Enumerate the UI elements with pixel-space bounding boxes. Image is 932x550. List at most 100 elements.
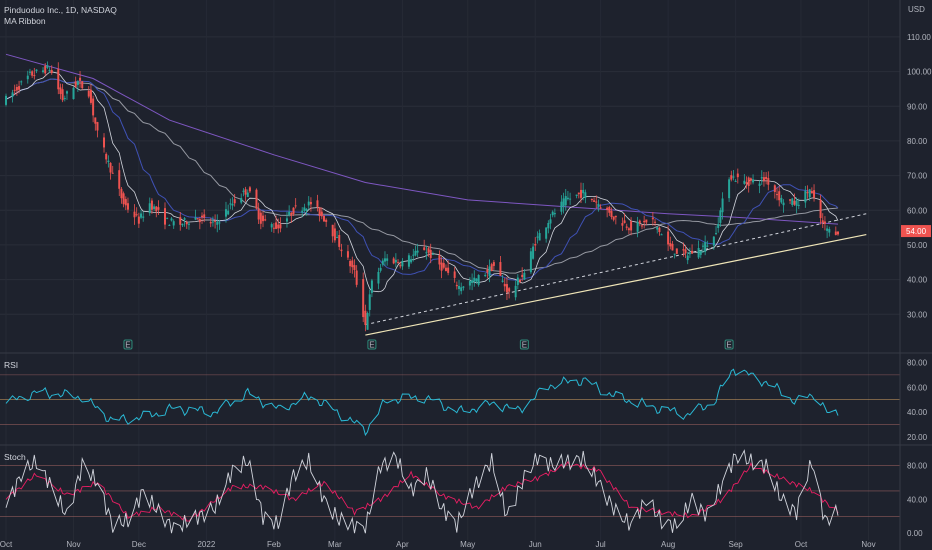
candle-body xyxy=(819,200,822,219)
candle-body xyxy=(285,218,288,222)
candle-body xyxy=(669,243,672,247)
candle-body xyxy=(172,221,175,226)
candle-body xyxy=(575,194,578,197)
rsi-title[interactable]: RSI xyxy=(4,360,18,370)
candle-body xyxy=(778,191,781,201)
candle-body xyxy=(471,280,474,283)
time-tick-label: Jun xyxy=(529,540,542,549)
candle-body xyxy=(749,178,752,181)
candle-body xyxy=(499,262,502,276)
earnings-marker-label: E xyxy=(522,341,527,350)
candle-body xyxy=(240,198,243,203)
candle-body xyxy=(364,310,367,325)
candle-body xyxy=(758,183,761,186)
candle-body xyxy=(582,189,585,194)
candle-body xyxy=(804,190,807,203)
candle-body xyxy=(290,212,293,216)
candle-body xyxy=(94,117,97,124)
last-price-badge xyxy=(901,225,931,238)
candle-body xyxy=(28,71,31,73)
candle-body xyxy=(636,222,639,232)
candle-body xyxy=(643,220,646,223)
candle-body xyxy=(18,86,21,90)
candle-body xyxy=(444,267,447,272)
candle-body xyxy=(593,200,596,202)
candle-body xyxy=(560,201,563,212)
ma-mid-line xyxy=(5,78,839,281)
currency-label: USD xyxy=(908,5,925,14)
candle-body xyxy=(157,207,160,210)
candle-body xyxy=(303,207,306,211)
candle-body xyxy=(654,221,657,223)
candle-body xyxy=(89,89,92,103)
candle-body xyxy=(362,279,365,318)
candle-body xyxy=(606,207,609,210)
stoch-d-line xyxy=(5,460,839,522)
candle-body xyxy=(92,98,95,116)
candle-body xyxy=(712,236,715,246)
candle-body xyxy=(277,224,280,229)
candle-body xyxy=(475,278,478,282)
candle-body xyxy=(534,244,537,246)
candle-body xyxy=(566,197,569,200)
candle-body xyxy=(569,198,572,200)
candle-body xyxy=(168,224,171,226)
candle-body xyxy=(155,206,158,212)
indicator-label[interactable]: MA Ribbon xyxy=(4,16,46,26)
candle-body xyxy=(484,274,487,277)
candle-body xyxy=(473,277,476,282)
candle-body xyxy=(20,81,23,83)
candle-body xyxy=(532,246,535,259)
chart-title: Pinduoduo Inc., 1D, NASDAQ xyxy=(4,5,117,15)
candle-body xyxy=(76,81,79,85)
candle-body xyxy=(477,275,480,285)
candle-body xyxy=(26,75,29,80)
candle-body xyxy=(440,262,443,271)
time-tick-label: Aug xyxy=(661,540,675,549)
candle-body xyxy=(338,235,341,247)
candle-body xyxy=(773,185,776,193)
ma-long-line xyxy=(5,53,839,225)
candle-body xyxy=(706,245,709,247)
candle-body xyxy=(823,221,826,224)
candle-body xyxy=(386,258,389,261)
candle-body xyxy=(15,86,18,91)
candle-body xyxy=(625,226,628,228)
candle-body xyxy=(828,229,831,233)
candle-body xyxy=(549,219,552,224)
candle-body xyxy=(597,203,600,207)
candle-body xyxy=(638,220,641,224)
candle-body xyxy=(224,209,227,217)
time-tick-label: Oct xyxy=(795,540,808,549)
candle-body xyxy=(667,231,670,245)
stoch-title[interactable]: Stoch xyxy=(4,452,26,462)
time-tick-label: Apr xyxy=(396,540,409,549)
candle-body xyxy=(109,162,112,173)
grid xyxy=(0,36,900,315)
candle-body xyxy=(377,271,380,284)
candle-body xyxy=(72,87,75,100)
candle-body xyxy=(621,223,624,226)
candle-body xyxy=(521,274,524,277)
earnings-marker-label: E xyxy=(726,341,731,350)
candle-body xyxy=(137,216,140,224)
candle-body xyxy=(514,285,517,298)
candle-body xyxy=(57,68,60,90)
candle-body xyxy=(355,270,358,285)
candle-body xyxy=(691,250,694,254)
candle-body xyxy=(305,208,308,211)
candle-body xyxy=(780,197,783,203)
candle-body xyxy=(412,254,415,256)
candle-body xyxy=(244,189,247,195)
stoch-pane xyxy=(0,449,900,534)
candle-body xyxy=(31,71,34,76)
ma-fast-line xyxy=(5,71,839,293)
candle-body xyxy=(590,198,593,200)
candle-body xyxy=(340,249,343,252)
price-tick-label: 80.00 xyxy=(907,137,928,146)
last-price-label: 54.00 xyxy=(906,227,927,236)
candle-body xyxy=(453,271,456,278)
candle-body xyxy=(183,218,186,220)
time-tick-label: Mar xyxy=(328,540,342,549)
